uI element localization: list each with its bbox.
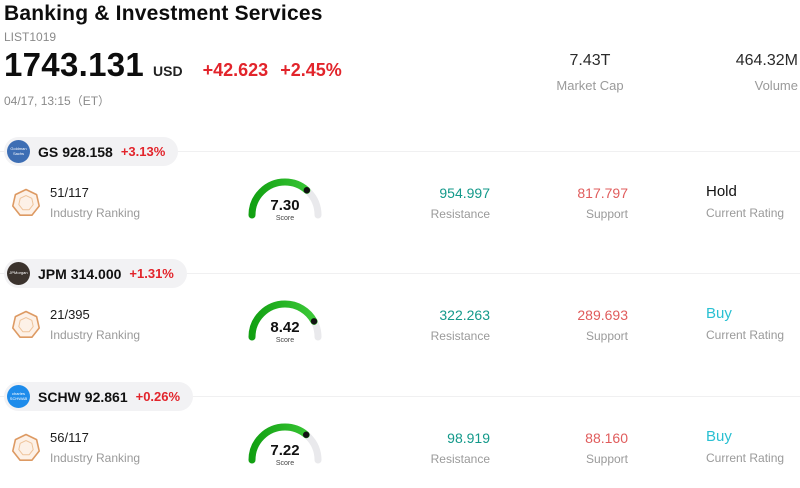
resistance-label: Resistance (430, 207, 490, 221)
score-gauge: 7.30 Score (243, 171, 327, 237)
ticker-pill-gs[interactable]: Goldman Sachs GS 928.158 +3.13% (4, 137, 179, 166)
resistance-block: 322.263 Resistance (368, 307, 490, 343)
industry-rank-label: Industry Ranking (50, 328, 141, 342)
gauge-needle-dot (302, 431, 310, 438)
score-label: Score (275, 337, 295, 344)
ticker-change: +3.13% (120, 144, 166, 159)
stock-row: 21/395 Industry Ranking 8.42 Score (0, 300, 800, 370)
score-label: Score (275, 460, 295, 467)
industry-rank-label: Industry Ranking (50, 206, 141, 220)
quote-change-percent: +2.45% (280, 60, 342, 80)
rating-block: Hold Current Rating (706, 183, 784, 220)
support-value: 289.693 (577, 307, 628, 323)
support-block: 817.797 Support (506, 185, 628, 221)
resistance-label: Resistance (430, 452, 490, 466)
resistance-value: 954.997 (439, 185, 490, 201)
ticker-symbol: GS (38, 143, 59, 160)
company-logo-icon: charles SCHWAB (7, 385, 30, 408)
ticker-change: +1.31% (129, 266, 174, 281)
ticker-pill-jpm[interactable]: JPMorgan JPM 314.000 +1.31% (4, 259, 187, 288)
ticker-price: 314.000 (70, 265, 122, 282)
stock-row: 56/117 Industry Ranking 7.22 Score (0, 423, 800, 488)
industry-ranking: 56/117 Industry Ranking (50, 430, 140, 465)
rating-value: Buy (706, 428, 732, 445)
resistance-block: 954.997 Resistance (368, 185, 490, 221)
stock-row: 51/117 Industry Ranking 7.30 Score (0, 178, 800, 248)
divider (0, 396, 800, 397)
divider (0, 273, 800, 274)
quote-price-row: 1743.131 USD +42.623 +2.45% (4, 46, 342, 84)
ticker-symbol: SCHW (38, 388, 81, 405)
industry-rank-label: Industry Ranking (50, 451, 141, 465)
rating-label: Current Rating (706, 328, 785, 342)
resistance-block: 98.919 Resistance (368, 430, 490, 466)
support-block: 88.160 Support (506, 430, 628, 466)
gauge-needle-dot (310, 318, 318, 325)
industry-rank-value: 51/117 (50, 185, 89, 200)
score-value: 7.30 (270, 197, 300, 214)
quote-currency: USD (153, 63, 183, 79)
rating-block: Buy Current Rating (706, 428, 784, 465)
page-title: Banking & Investment Services (4, 2, 323, 25)
rating-label: Current Rating (706, 451, 785, 465)
quote-datetime: 04/17, 13:15（ET） (4, 94, 111, 108)
list-id: LIST1019 (4, 30, 57, 44)
ticker-price: 928.158 (62, 143, 113, 160)
divider (0, 151, 800, 152)
rating-value: Hold (706, 183, 737, 200)
support-value: 817.797 (577, 185, 628, 201)
ranking-badge-icon (10, 186, 42, 218)
ticker-pill-schw[interactable]: charles SCHWAB SCHW 92.861 +0.26% (4, 382, 194, 411)
volume-stat: 464.32M Volume (688, 52, 798, 93)
stock-section: charles SCHWAB SCHW 92.861 +0.26% 56/117 … (0, 381, 800, 488)
industry-rank-value: 21/395 (50, 307, 90, 322)
industry-ranking: 21/395 Industry Ranking (50, 307, 140, 342)
volume-value: 464.32M (735, 52, 798, 69)
quote-price: 1743.131 (4, 46, 145, 83)
support-block: 289.693 Support (506, 307, 628, 343)
stock-section: JPMorgan JPM 314.000 +1.31% 21/395 Indust… (0, 258, 800, 380)
resistance-value: 98.919 (447, 430, 490, 446)
volume-label: Volume (754, 78, 798, 93)
support-label: Support (585, 452, 628, 466)
score-label: Score (275, 215, 295, 222)
company-logo-icon: JPMorgan (7, 262, 30, 285)
ticker-and-price: SCHW 92.861 (38, 389, 128, 405)
gauge-needle-dot (303, 187, 311, 194)
support-label: Support (585, 207, 628, 221)
market-cap-label: Market Cap (556, 78, 624, 93)
industry-rank-value: 56/117 (50, 430, 89, 445)
quote-change: +42.623 (202, 60, 269, 80)
score-value: 7.22 (270, 442, 300, 459)
rating-value: Buy (706, 305, 732, 322)
ticker-symbol: JPM (38, 265, 67, 282)
ranking-badge-icon (10, 431, 42, 463)
market-cap-stat: 7.43T Market Cap (528, 52, 652, 93)
resistance-value: 322.263 (439, 307, 490, 323)
company-logo-icon: Goldman Sachs (7, 140, 30, 163)
stock-section: Goldman Sachs GS 928.158 +3.13% 51/117 In… (0, 136, 800, 258)
ticker-price: 92.861 (84, 388, 128, 405)
support-label: Support (585, 329, 628, 343)
support-value: 88.160 (585, 430, 628, 446)
rating-label: Current Rating (706, 206, 785, 220)
score-gauge: 7.22 Score (243, 416, 327, 482)
score-value: 8.42 (270, 319, 300, 336)
industry-ranking: 51/117 Industry Ranking (50, 185, 140, 220)
ticker-and-price: GS 928.158 (38, 144, 113, 160)
resistance-label: Resistance (430, 329, 490, 343)
score-gauge: 8.42 Score (243, 293, 327, 359)
market-cap-value: 7.43T (569, 52, 611, 69)
ticker-and-price: JPM 314.000 (38, 266, 121, 282)
rating-block: Buy Current Rating (706, 305, 784, 342)
ticker-change: +0.26% (135, 389, 181, 404)
ranking-badge-icon (10, 308, 42, 340)
